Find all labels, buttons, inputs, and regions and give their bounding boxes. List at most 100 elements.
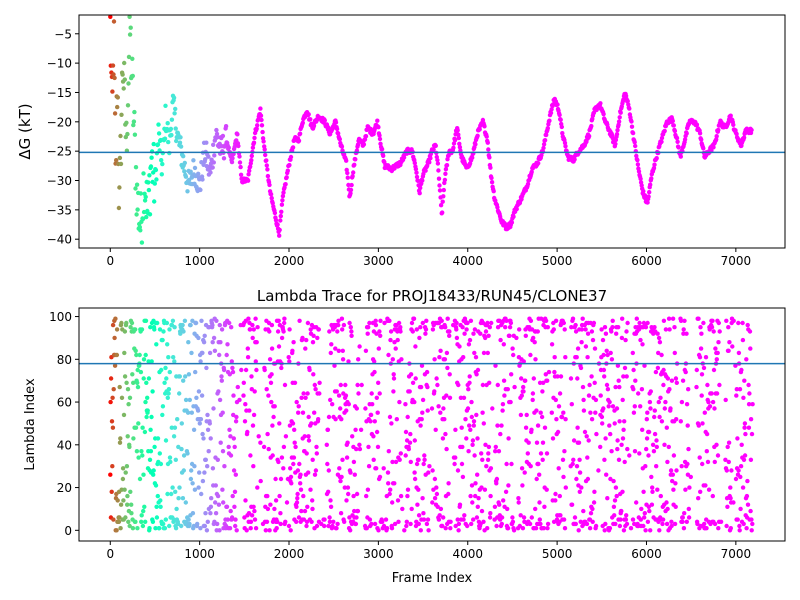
lambda-point: [109, 489, 114, 494]
dg-point: [272, 210, 278, 216]
dg-point: [254, 126, 259, 131]
lambda-point: [134, 352, 139, 358]
lambda-point: [726, 440, 732, 445]
dg-point: [457, 145, 463, 150]
lambda-point: [187, 521, 192, 527]
lambda-point: [352, 472, 357, 477]
lambda-point: [230, 493, 235, 499]
dg-point: [214, 127, 219, 133]
lambda-point: [155, 436, 161, 441]
lambda-point: [618, 517, 623, 522]
lambda-point: [590, 519, 595, 524]
dg-point: [203, 157, 208, 162]
lambda-point: [146, 359, 151, 364]
bottom-data-points: [108, 316, 755, 533]
lambda-point: [603, 521, 608, 527]
lambda-point: [599, 327, 604, 332]
lambda-point: [518, 513, 523, 518]
dg-point: [279, 202, 285, 207]
lambda-point: [205, 464, 210, 469]
lambda-point: [426, 470, 431, 475]
lambda-point: [462, 331, 467, 336]
lambda-point: [398, 451, 403, 456]
lambda-point: [561, 410, 566, 415]
lambda-point: [592, 346, 598, 351]
lambda-point: [681, 331, 686, 336]
lambda-point: [474, 372, 479, 377]
lambda-point: [398, 325, 403, 330]
dg-point: [116, 205, 122, 211]
lambda-point: [390, 357, 395, 362]
dg-point: [734, 131, 739, 137]
lambda-point: [186, 517, 191, 522]
lambda-point: [673, 481, 678, 486]
lambda-point: [218, 440, 223, 445]
lambda-point: [645, 320, 650, 326]
lambda-point: [495, 423, 500, 428]
lambda-point: [310, 498, 315, 503]
lambda-point: [201, 436, 206, 441]
lambda-point: [299, 395, 304, 400]
lambda-point: [430, 468, 435, 473]
lambda-point: [642, 363, 647, 368]
lambda-point: [386, 481, 391, 486]
lambda-point: [397, 457, 402, 462]
lambda-point: [290, 421, 296, 426]
lambda-point: [556, 466, 561, 471]
dg-point: [270, 200, 275, 206]
dg-point: [414, 170, 419, 175]
lambda-point: [282, 382, 288, 388]
lambda-point: [176, 496, 181, 501]
dg-point: [155, 142, 161, 147]
dg-point: [132, 132, 138, 137]
dg-point: [259, 123, 265, 128]
dg-point: [629, 119, 634, 124]
lambda-point: [251, 504, 256, 509]
lambda-point: [146, 376, 152, 381]
lambda-point: [171, 355, 176, 360]
lambda-point: [621, 528, 627, 533]
lambda-point: [443, 526, 448, 531]
lambda-point: [631, 410, 637, 415]
lambda-point: [330, 523, 335, 529]
lambda-point: [686, 506, 691, 512]
dg-point: [616, 119, 622, 124]
lambda-point: [517, 523, 522, 529]
lambda-point: [744, 493, 750, 499]
lambda-point: [417, 335, 422, 341]
lambda-point: [247, 408, 252, 413]
lambda-point: [345, 440, 350, 445]
lambda-point: [542, 504, 547, 509]
lambda-point: [127, 395, 133, 400]
lambda-point: [519, 376, 524, 381]
lambda-point: [145, 408, 150, 413]
dg-point: [146, 187, 152, 193]
lambda-point: [543, 318, 549, 323]
lambda-point: [294, 500, 300, 505]
lambda-point: [581, 397, 586, 403]
lambda-point: [681, 327, 686, 332]
lambda-point: [534, 476, 539, 482]
lambda-point: [541, 526, 546, 531]
lambda-point: [186, 340, 191, 345]
lambda-point: [227, 372, 232, 377]
lambda-point: [296, 410, 301, 415]
lambda-point: [381, 466, 386, 471]
lambda-point: [322, 523, 327, 529]
lambda-point: [216, 389, 221, 394]
lambda-point: [574, 464, 580, 469]
lambda-point: [694, 367, 699, 373]
lambda-point: [523, 378, 528, 383]
dg-point: [284, 175, 289, 180]
lambda-point: [728, 496, 733, 501]
lambda-point: [662, 442, 667, 447]
lambda-point: [461, 355, 466, 360]
lambda-point: [392, 481, 397, 486]
lambda-point: [742, 425, 747, 430]
dg-point: [245, 178, 251, 183]
lambda-point: [743, 431, 748, 437]
lambda-point: [533, 357, 538, 362]
lambda-point: [533, 526, 539, 531]
lambda-point: [471, 517, 476, 522]
dg-point: [435, 157, 440, 163]
